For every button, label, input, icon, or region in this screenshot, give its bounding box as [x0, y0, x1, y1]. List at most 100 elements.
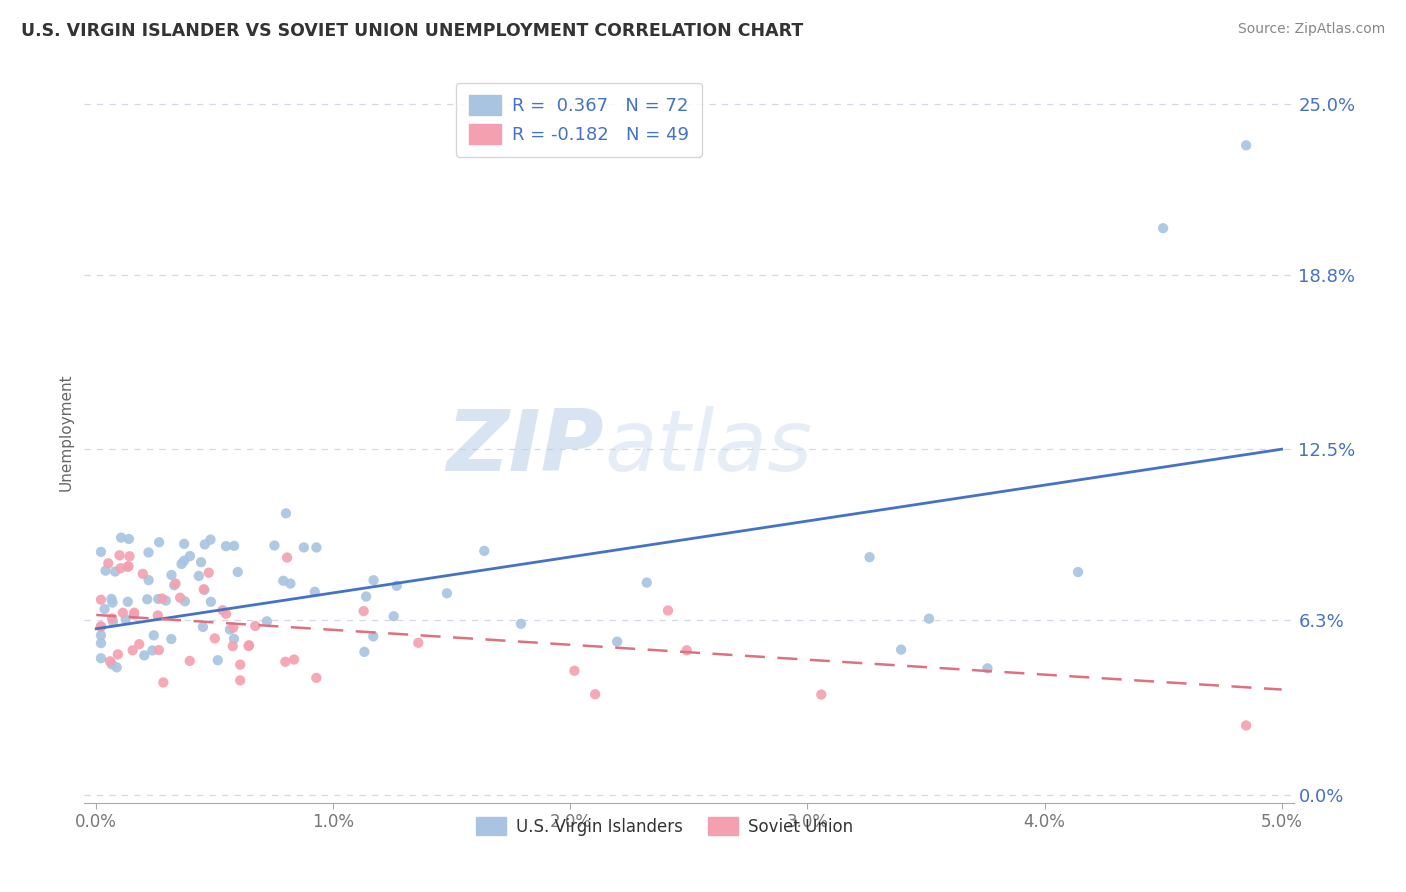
Point: [187, 569, 209, 583]
Point: [117, 559, 139, 574]
Point: [90, 636, 112, 650]
Point: [107, 648, 129, 662]
Point: [207, 653, 229, 667]
Point: [918, 612, 941, 626]
Point: [305, 541, 328, 555]
Point: [385, 579, 408, 593]
Point: [675, 643, 697, 657]
Point: [148, 591, 170, 606]
Point: [101, 611, 124, 625]
Point: [132, 566, 155, 581]
Point: [173, 537, 195, 551]
Point: [222, 632, 245, 646]
Point: [138, 545, 160, 559]
Point: [226, 565, 249, 579]
Point: [173, 554, 195, 568]
Y-axis label: Unemployment: Unemployment: [58, 374, 73, 491]
Point: [657, 603, 679, 617]
Point: [583, 687, 606, 701]
Point: [245, 619, 267, 633]
Point: [160, 632, 183, 646]
Point: [194, 537, 217, 551]
Point: [976, 661, 998, 675]
Point: [100, 591, 122, 606]
Point: [163, 578, 186, 592]
Point: [215, 539, 238, 553]
Point: [406, 636, 429, 650]
Point: [97, 557, 120, 571]
Point: [191, 620, 214, 634]
Point: [211, 603, 233, 617]
Point: [1152, 221, 1174, 235]
Text: ZIP: ZIP: [447, 406, 605, 489]
Point: [222, 621, 245, 635]
Point: [1234, 138, 1257, 153]
Point: [111, 606, 134, 620]
Point: [353, 604, 375, 618]
Point: [122, 607, 145, 622]
Point: [200, 595, 222, 609]
Point: [858, 550, 880, 565]
Point: [98, 654, 121, 668]
Point: [173, 594, 195, 608]
Point: [283, 652, 305, 666]
Point: [122, 606, 145, 620]
Text: atlas: atlas: [605, 406, 813, 489]
Point: [90, 628, 112, 642]
Point: [146, 608, 169, 623]
Point: [148, 535, 170, 549]
Point: [472, 544, 495, 558]
Point: [274, 506, 297, 520]
Point: [1234, 718, 1257, 732]
Point: [90, 592, 112, 607]
Point: [138, 573, 160, 587]
Point: [90, 619, 112, 633]
Point: [101, 596, 124, 610]
Point: [564, 664, 586, 678]
Point: [114, 612, 136, 626]
Point: [229, 657, 252, 672]
Point: [219, 623, 242, 637]
Point: [197, 566, 219, 580]
Point: [222, 639, 245, 653]
Point: [110, 531, 132, 545]
Point: [93, 602, 115, 616]
Point: [363, 574, 385, 588]
Point: [304, 584, 326, 599]
Point: [105, 660, 128, 674]
Point: [100, 657, 122, 672]
Point: [169, 591, 191, 605]
Point: [117, 559, 139, 574]
Point: [108, 549, 131, 563]
Point: [215, 607, 238, 621]
Point: [353, 645, 375, 659]
Point: [256, 615, 278, 629]
Point: [636, 575, 658, 590]
Point: [436, 586, 458, 600]
Point: [121, 643, 143, 657]
Point: [238, 638, 260, 652]
Point: [134, 648, 156, 663]
Point: [193, 582, 215, 597]
Point: [276, 550, 298, 565]
Point: [204, 632, 226, 646]
Point: [200, 533, 222, 547]
Point: [90, 619, 112, 633]
Legend: U.S. Virgin Islanders, Soviet Union: U.S. Virgin Islanders, Soviet Union: [470, 811, 860, 843]
Point: [190, 555, 212, 569]
Point: [128, 637, 150, 651]
Point: [110, 561, 132, 575]
Point: [90, 545, 112, 559]
Point: [1067, 565, 1090, 579]
Point: [361, 629, 384, 643]
Point: [142, 628, 165, 642]
Point: [238, 639, 260, 653]
Point: [165, 576, 187, 591]
Point: [354, 590, 377, 604]
Point: [136, 592, 159, 607]
Point: [152, 675, 174, 690]
Point: [229, 673, 252, 688]
Point: [274, 655, 297, 669]
Point: [280, 576, 302, 591]
Point: [224, 539, 246, 553]
